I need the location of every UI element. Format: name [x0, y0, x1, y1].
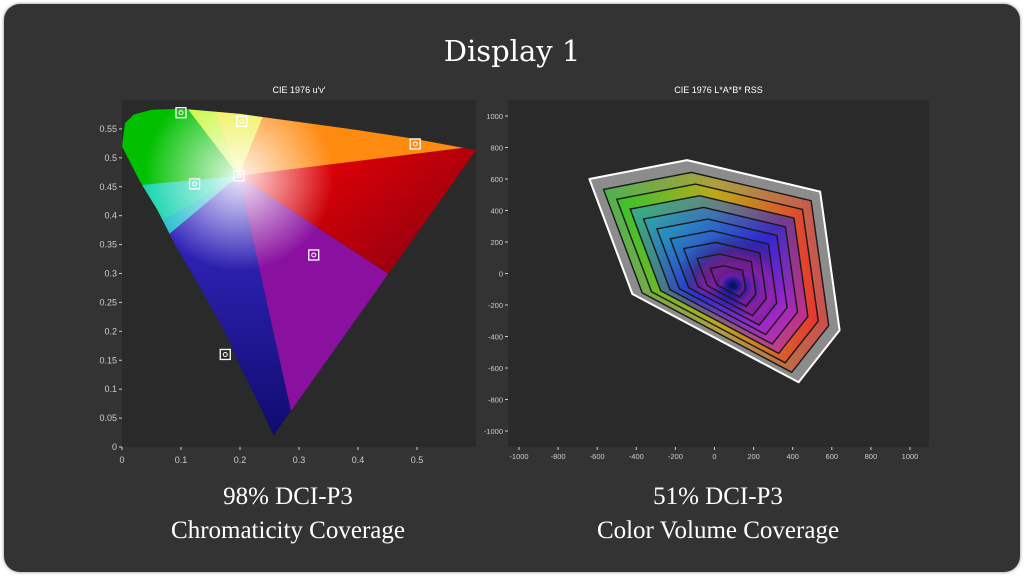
y-tick-label: -400	[488, 333, 503, 342]
y-tick-label: 0.45	[99, 182, 117, 192]
x-tick-label: 0.5	[411, 455, 424, 465]
y-tick-label: 0.5	[104, 153, 117, 163]
x-tick-label: -1000	[509, 452, 528, 461]
gamut-marker	[409, 138, 421, 150]
gamut-marker	[188, 178, 201, 190]
x-tick-label: 0.4	[352, 455, 365, 465]
x-tick-label: 800	[865, 452, 878, 461]
y-tick-label: -600	[488, 364, 503, 373]
x-tick-label: 200	[747, 452, 760, 461]
gamut-marker-dot	[412, 141, 418, 147]
y-tick-label: 0.4	[104, 211, 117, 221]
x-tick-label: 0	[119, 455, 124, 465]
gamut-contour	[709, 265, 747, 298]
chromaticity-coverage-value: 98% DCI-P3	[223, 483, 353, 510]
y-tick-label: 0.15	[99, 355, 117, 365]
color-volume-chart-title: CIE 1976 L*A*B* RSS	[674, 85, 763, 95]
gamut-marker-dot	[222, 351, 228, 357]
page-title: Display 1	[443, 34, 581, 68]
x-tick-label: 1000	[902, 452, 919, 461]
x-tick-label: 400	[786, 452, 799, 461]
gamut-marker-dot	[178, 110, 184, 116]
x-tick-label: 0.1	[175, 455, 188, 465]
gamut-marker-dot	[239, 118, 245, 124]
gamut-hull-outline	[588, 159, 841, 384]
y-tick-label: 0.1	[104, 384, 117, 394]
gamut-marker-dot	[236, 173, 242, 179]
gamut-marker-dot	[311, 252, 317, 258]
x-tick-label: -200	[668, 452, 683, 461]
x-tick-label: -600	[590, 452, 605, 461]
y-tick-label: 0	[112, 442, 117, 452]
y-tick-label: 0.2	[104, 326, 117, 336]
y-tick-label: -1000	[484, 427, 503, 436]
y-tick-label: 0	[499, 270, 503, 279]
y-tick-label: 800	[490, 144, 503, 153]
color-volume-caption: 51% DCI-P3 Color Volume Coverage	[548, 480, 888, 548]
y-tick-label: 600	[490, 175, 503, 184]
color-volume-coverage-value: 51% DCI-P3	[653, 483, 783, 510]
x-tick-label: -400	[629, 452, 644, 461]
y-tick-label: -800	[488, 396, 503, 405]
x-tick-label: 0	[712, 452, 716, 461]
y-tick-label: 0.55	[99, 124, 117, 134]
y-tick-label: 0.3	[104, 269, 117, 279]
y-tick-label: 400	[490, 207, 503, 216]
gamut-marker	[308, 249, 320, 261]
gamut-marker	[219, 348, 231, 361]
gamut-marker-dot	[192, 181, 198, 187]
x-tick-label: 0.3	[293, 455, 306, 465]
gamut-marker	[236, 115, 248, 128]
x-tick-label: -800	[551, 452, 566, 461]
y-tick-label: 0.25	[99, 297, 117, 307]
gamut-marker	[175, 107, 187, 119]
y-tick-label: 200	[490, 238, 503, 247]
y-tick-label: -200	[488, 301, 503, 310]
color-volume-coverage-label: Color Volume Coverage	[596, 517, 840, 544]
y-tick-label: 0.05	[99, 413, 117, 423]
y-tick-label: 0.35	[99, 240, 117, 250]
chromaticity-chart-title: CIE 1976 u′v′	[272, 85, 326, 95]
chromaticity-coverage-label: Chromaticity Coverage	[171, 517, 405, 544]
x-tick-label: 0.2	[234, 455, 247, 465]
gamut-marker	[233, 170, 245, 182]
white-point-glow	[143, 108, 334, 271]
y-tick-label: 1000	[486, 112, 503, 121]
chromaticity-caption: 98% DCI-P3 Chromaticity Coverage	[122, 480, 454, 548]
x-tick-label: 600	[826, 452, 839, 461]
